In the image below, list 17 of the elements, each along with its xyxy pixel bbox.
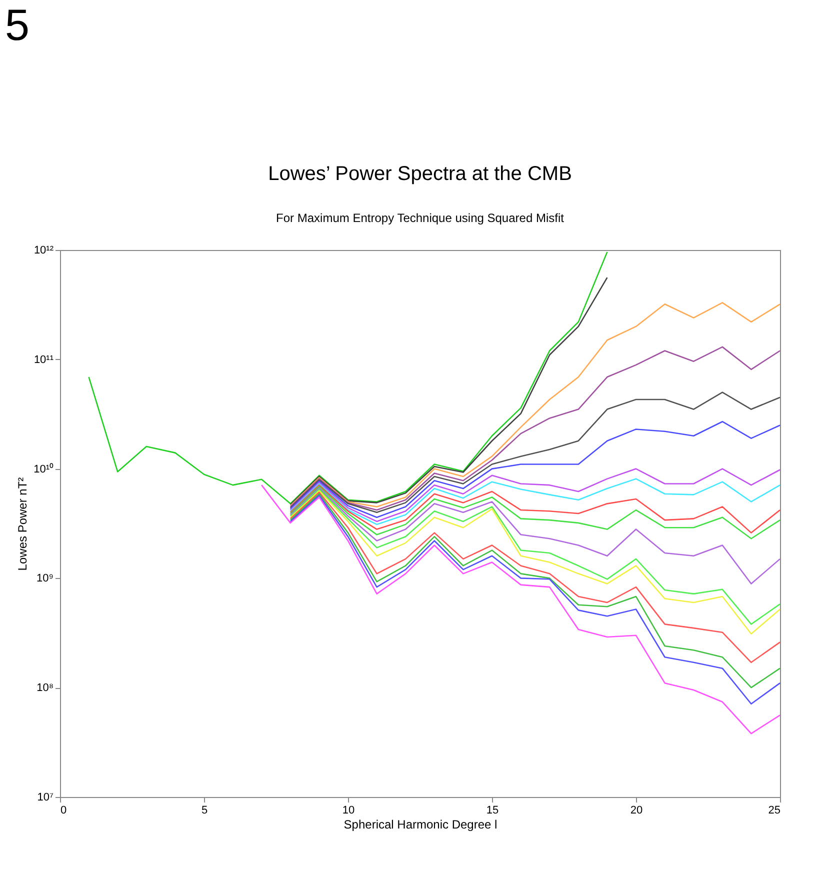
x-tick-label: 25 [768,804,780,816]
y-tick-label: 10¹² [34,244,54,256]
chart-subtitle: For Maximum Entropy Technique using Squared Misfit [276,211,565,225]
x-tick-label: 10 [342,804,355,816]
y-axis-title: Lowes Power nT² [16,477,30,571]
y-tick-label: 10⁷ [37,792,54,804]
y-tick-label: 10¹¹ [34,354,54,366]
x-tick-label: 0 [60,804,67,816]
x-tick-label: 5 [201,804,208,816]
y-tick-label: 10⁹ [36,572,54,585]
x-axis-title: Spherical Harmonic Degree l [344,818,498,832]
x-tick-label: 15 [486,804,499,816]
chart-title: Lowes’ Power Spectra at the CMB [268,163,572,185]
text: 5 [5,1,30,50]
y-tick-label: 10⁸ [36,682,54,694]
y-tick-label: 10¹⁰ [34,462,54,476]
x-tick-label: 20 [630,804,643,816]
